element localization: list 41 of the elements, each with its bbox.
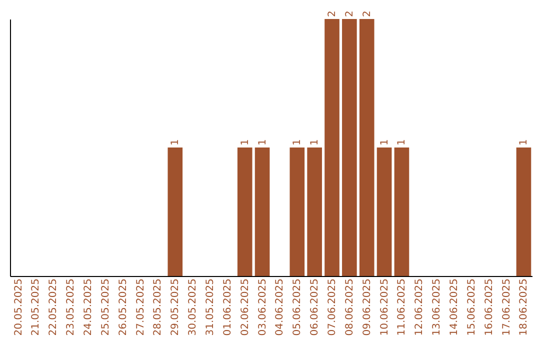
x-tick-label: 13.06.2025 bbox=[432, 278, 443, 336]
x-tick-label: 27.05.2025 bbox=[135, 278, 146, 336]
data-label: 1 bbox=[396, 139, 408, 146]
data-label: 1 bbox=[518, 139, 530, 146]
x-tick-label: 18.06.2025 bbox=[518, 278, 530, 336]
x-tick-label: 03.06.2025 bbox=[257, 278, 268, 336]
x-tick-label: 29.05.2025 bbox=[170, 278, 182, 336]
x-tick-label: 17.06.2025 bbox=[501, 278, 512, 336]
x-tick-label: 25.05.2025 bbox=[100, 278, 112, 336]
data-label: 2 bbox=[362, 10, 373, 17]
x-tick-label: 23.05.2025 bbox=[66, 278, 77, 336]
x-tick-label: 31.05.2025 bbox=[205, 278, 216, 336]
x-tick-label: 07.06.2025 bbox=[327, 278, 338, 336]
x-tick-label: 01.06.2025 bbox=[222, 278, 234, 336]
data-label: 1 bbox=[292, 139, 304, 146]
x-tick-label: 16.06.2025 bbox=[484, 278, 495, 336]
data-label: 2 bbox=[344, 10, 356, 17]
x-tick-label: 08.06.2025 bbox=[344, 278, 356, 336]
x-tick-label: 20.05.2025 bbox=[13, 278, 24, 336]
data-label: 1 bbox=[257, 139, 268, 146]
data-label: 1 bbox=[310, 139, 321, 146]
x-tick-label: 04.06.2025 bbox=[274, 278, 286, 336]
x-tick-label: 21.05.2025 bbox=[30, 278, 42, 336]
x-tick-label: 05.06.2025 bbox=[292, 278, 304, 336]
x-tick-label: 30.05.2025 bbox=[188, 278, 199, 336]
x-tick-label: 26.05.2025 bbox=[118, 278, 129, 336]
data-label: 1 bbox=[240, 139, 251, 146]
x-tick-label: 15.06.2025 bbox=[466, 278, 478, 336]
x-tick-label: 06.06.2025 bbox=[310, 278, 321, 336]
x-tick-label: 28.05.2025 bbox=[152, 278, 164, 336]
data-label: 2 bbox=[327, 10, 338, 17]
x-tick-label: 12.06.2025 bbox=[414, 278, 426, 336]
data-label: 1 bbox=[379, 139, 390, 146]
x-tick-label: 10.06.2025 bbox=[379, 278, 390, 336]
x-tick-label: 11.06.2025 bbox=[396, 278, 408, 336]
x-tick-label: 22.05.2025 bbox=[48, 278, 60, 336]
x-tick-label: 02.06.2025 bbox=[240, 278, 251, 336]
x-tick-label: 09.06.2025 bbox=[362, 278, 373, 336]
x-tick-label: 14.06.2025 bbox=[449, 278, 460, 336]
x-tick-label: 24.05.2025 bbox=[82, 278, 94, 336]
data-label: 1 bbox=[170, 139, 182, 146]
